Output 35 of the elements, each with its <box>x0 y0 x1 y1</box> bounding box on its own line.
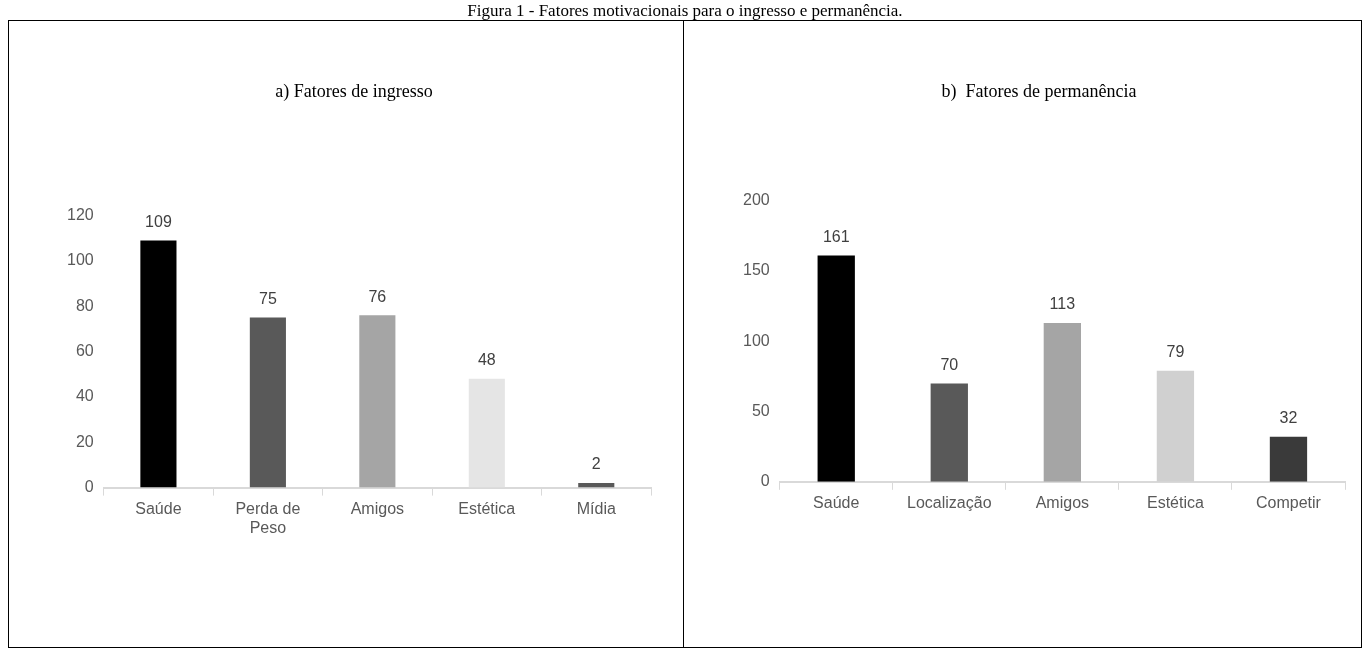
chart-title: a) Fatores de ingresso <box>275 80 433 102</box>
x-tick-label: Amigos <box>350 499 405 517</box>
x-tick-label: Perda de Peso <box>235 499 301 536</box>
data-label: 70 <box>940 355 959 373</box>
y-tick-label: 80 <box>75 296 94 314</box>
data-label: 75 <box>258 290 277 308</box>
y-tick-label: 150 <box>742 261 770 279</box>
x-tick-label: Estética <box>1146 493 1204 511</box>
y-tick-label: 50 <box>751 401 770 419</box>
y-tick-label: 100 <box>742 331 770 349</box>
chart-title: b) Fatores de permanência <box>941 80 1137 102</box>
data-label: 79 <box>1166 343 1185 361</box>
x-tick-label: Competir <box>1256 493 1322 511</box>
y-tick-label: 0 <box>760 472 770 490</box>
y-tick-label: 0 <box>84 478 94 496</box>
x-tick-label: Mídia <box>576 499 616 517</box>
data-label: 109 <box>145 212 172 230</box>
y-tick-label: 120 <box>66 206 94 224</box>
x-tick-label: Amigos <box>1035 493 1090 511</box>
y-tick-label: 200 <box>742 191 770 209</box>
x-tick-label: Saúde <box>135 499 182 517</box>
data-label: 32 <box>1279 409 1298 427</box>
y-tick-label: 60 <box>75 342 94 360</box>
data-label: 76 <box>368 287 387 305</box>
data-label: 48 <box>477 351 496 369</box>
data-label: 113 <box>1049 295 1076 313</box>
text: Figura 1 - Fatores motivacionais para o ingresso e permanência. <box>466 1 904 20</box>
x-tick-label: Estética <box>458 499 516 517</box>
y-tick-label: 40 <box>75 387 94 405</box>
x-tick-label: Localização <box>907 493 992 511</box>
x-tick-label: Saúde <box>813 493 860 511</box>
y-tick-label: 20 <box>75 432 94 450</box>
data-label: 161 <box>822 227 850 245</box>
y-tick-label: 100 <box>66 251 94 269</box>
data-label: 2 <box>591 455 601 473</box>
